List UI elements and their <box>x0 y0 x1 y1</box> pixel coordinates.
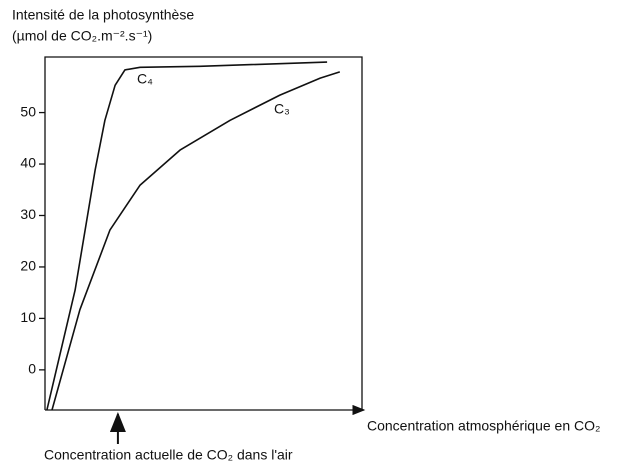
series-label: C₃ <box>274 101 290 117</box>
chart-subtitle: (µmol de CO₂.m⁻².s⁻¹) <box>12 28 152 44</box>
annotation-text: Concentration actuelle de CO₂ dans l'air <box>44 447 293 463</box>
x-axis-label: Concentration atmosphérique en CO₂ <box>367 418 600 434</box>
y-tick-label: 0 <box>28 361 36 377</box>
series-label: C₄ <box>137 71 153 87</box>
y-tick-label: 10 <box>20 309 36 325</box>
y-tick-label: 50 <box>20 103 36 119</box>
curve <box>51 71 341 411</box>
y-tick-label: 40 <box>20 155 36 171</box>
chart-title: Intensité de la photosynthèse <box>12 7 194 23</box>
plot-frame <box>44 56 363 410</box>
y-tick-label: 30 <box>20 206 36 222</box>
y-tick-label: 20 <box>20 258 36 274</box>
curve <box>46 61 328 411</box>
